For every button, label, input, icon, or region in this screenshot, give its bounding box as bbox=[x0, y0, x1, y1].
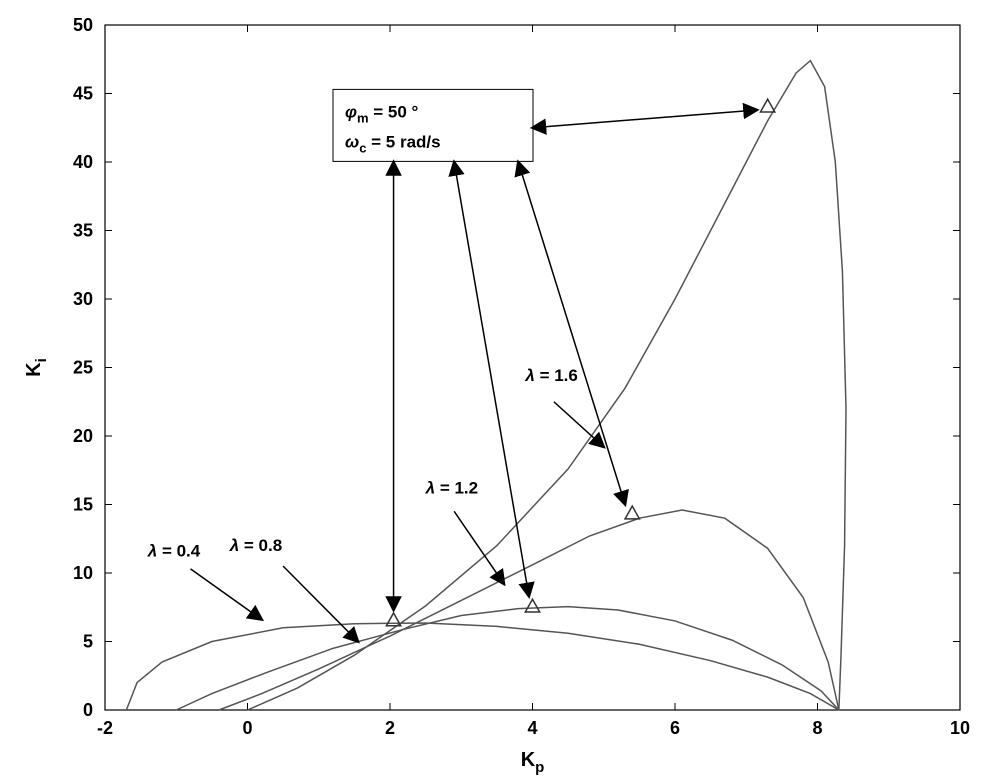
y-tick-label: 40 bbox=[73, 152, 93, 172]
label-lambda-1-6: λ = 1.6 bbox=[524, 366, 577, 385]
arrow-lambda-1-6 bbox=[554, 402, 604, 447]
arrow-lambda-0-8 bbox=[283, 566, 358, 641]
y-tick-label: 20 bbox=[73, 426, 93, 446]
design-point-marker bbox=[525, 599, 539, 612]
x-tick-label: 10 bbox=[950, 718, 970, 738]
label-lambda-0-4: λ = 0.4 bbox=[147, 542, 201, 561]
x-tick-label: 4 bbox=[527, 718, 537, 738]
arrow-lambda-0-4 bbox=[191, 569, 262, 620]
curve-lambda-0-8 bbox=[176, 607, 839, 710]
y-tick-label: 35 bbox=[73, 221, 93, 241]
label-lambda-0-8: λ = 0.8 bbox=[229, 536, 282, 555]
arrow-box-to-m3 bbox=[518, 162, 625, 505]
curve-lambda-0-4 bbox=[126, 623, 839, 710]
x-tick-label: 6 bbox=[670, 718, 680, 738]
design-point-marker bbox=[760, 99, 774, 112]
x-tick-label: 8 bbox=[812, 718, 822, 738]
y-tick-label: 50 bbox=[73, 15, 93, 35]
x-tick-label: 0 bbox=[242, 718, 252, 738]
y-axis-label: Ki bbox=[23, 358, 50, 377]
y-tick-label: 45 bbox=[73, 84, 93, 104]
arrow-box-to-m4 bbox=[533, 110, 757, 128]
y-tick-label: 30 bbox=[73, 289, 93, 309]
arrow-lambda-1-2 bbox=[454, 511, 504, 584]
label-lambda-1-2: λ = 1.2 bbox=[425, 479, 478, 498]
y-tick-label: 10 bbox=[73, 563, 93, 583]
x-tick-label: 2 bbox=[385, 718, 395, 738]
x-tick-label: -2 bbox=[97, 718, 113, 738]
stability-chart: -2024681005101520253035404550KpKiφm = 50… bbox=[0, 0, 1000, 780]
y-tick-label: 0 bbox=[83, 700, 93, 720]
x-axis-label: Kp bbox=[521, 749, 545, 776]
y-tick-label: 25 bbox=[73, 358, 93, 378]
arrow-box-to-m2 bbox=[454, 162, 529, 596]
y-tick-label: 5 bbox=[83, 632, 93, 652]
design-point-marker bbox=[625, 506, 639, 519]
chart-container: -2024681005101520253035404550KpKiφm = 50… bbox=[0, 0, 1000, 780]
y-tick-label: 15 bbox=[73, 495, 93, 515]
